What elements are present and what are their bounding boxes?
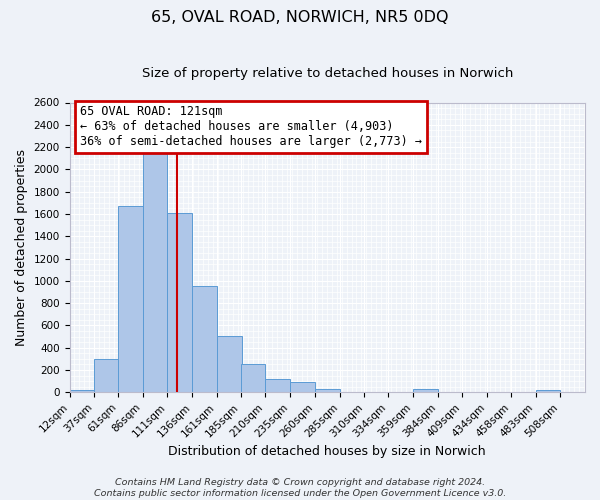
Bar xyxy=(536,390,560,392)
Text: Contains HM Land Registry data © Crown copyright and database right 2024.
Contai: Contains HM Land Registry data © Crown c… xyxy=(94,478,506,498)
Bar xyxy=(217,336,242,392)
Bar xyxy=(290,382,315,392)
Title: Size of property relative to detached houses in Norwich: Size of property relative to detached ho… xyxy=(142,68,513,80)
Bar xyxy=(143,152,167,392)
Bar xyxy=(70,390,94,392)
Bar xyxy=(118,206,143,392)
Bar xyxy=(241,364,265,392)
Y-axis label: Number of detached properties: Number of detached properties xyxy=(15,149,28,346)
X-axis label: Distribution of detached houses by size in Norwich: Distribution of detached houses by size … xyxy=(169,444,486,458)
Bar xyxy=(192,286,217,393)
Bar xyxy=(413,389,437,392)
Bar xyxy=(265,379,290,392)
Text: 65, OVAL ROAD, NORWICH, NR5 0DQ: 65, OVAL ROAD, NORWICH, NR5 0DQ xyxy=(151,10,449,25)
Bar xyxy=(94,360,119,392)
Text: 65 OVAL ROAD: 121sqm
← 63% of detached houses are smaller (4,903)
36% of semi-de: 65 OVAL ROAD: 121sqm ← 63% of detached h… xyxy=(80,106,422,148)
Bar xyxy=(167,213,192,392)
Bar xyxy=(315,389,340,392)
